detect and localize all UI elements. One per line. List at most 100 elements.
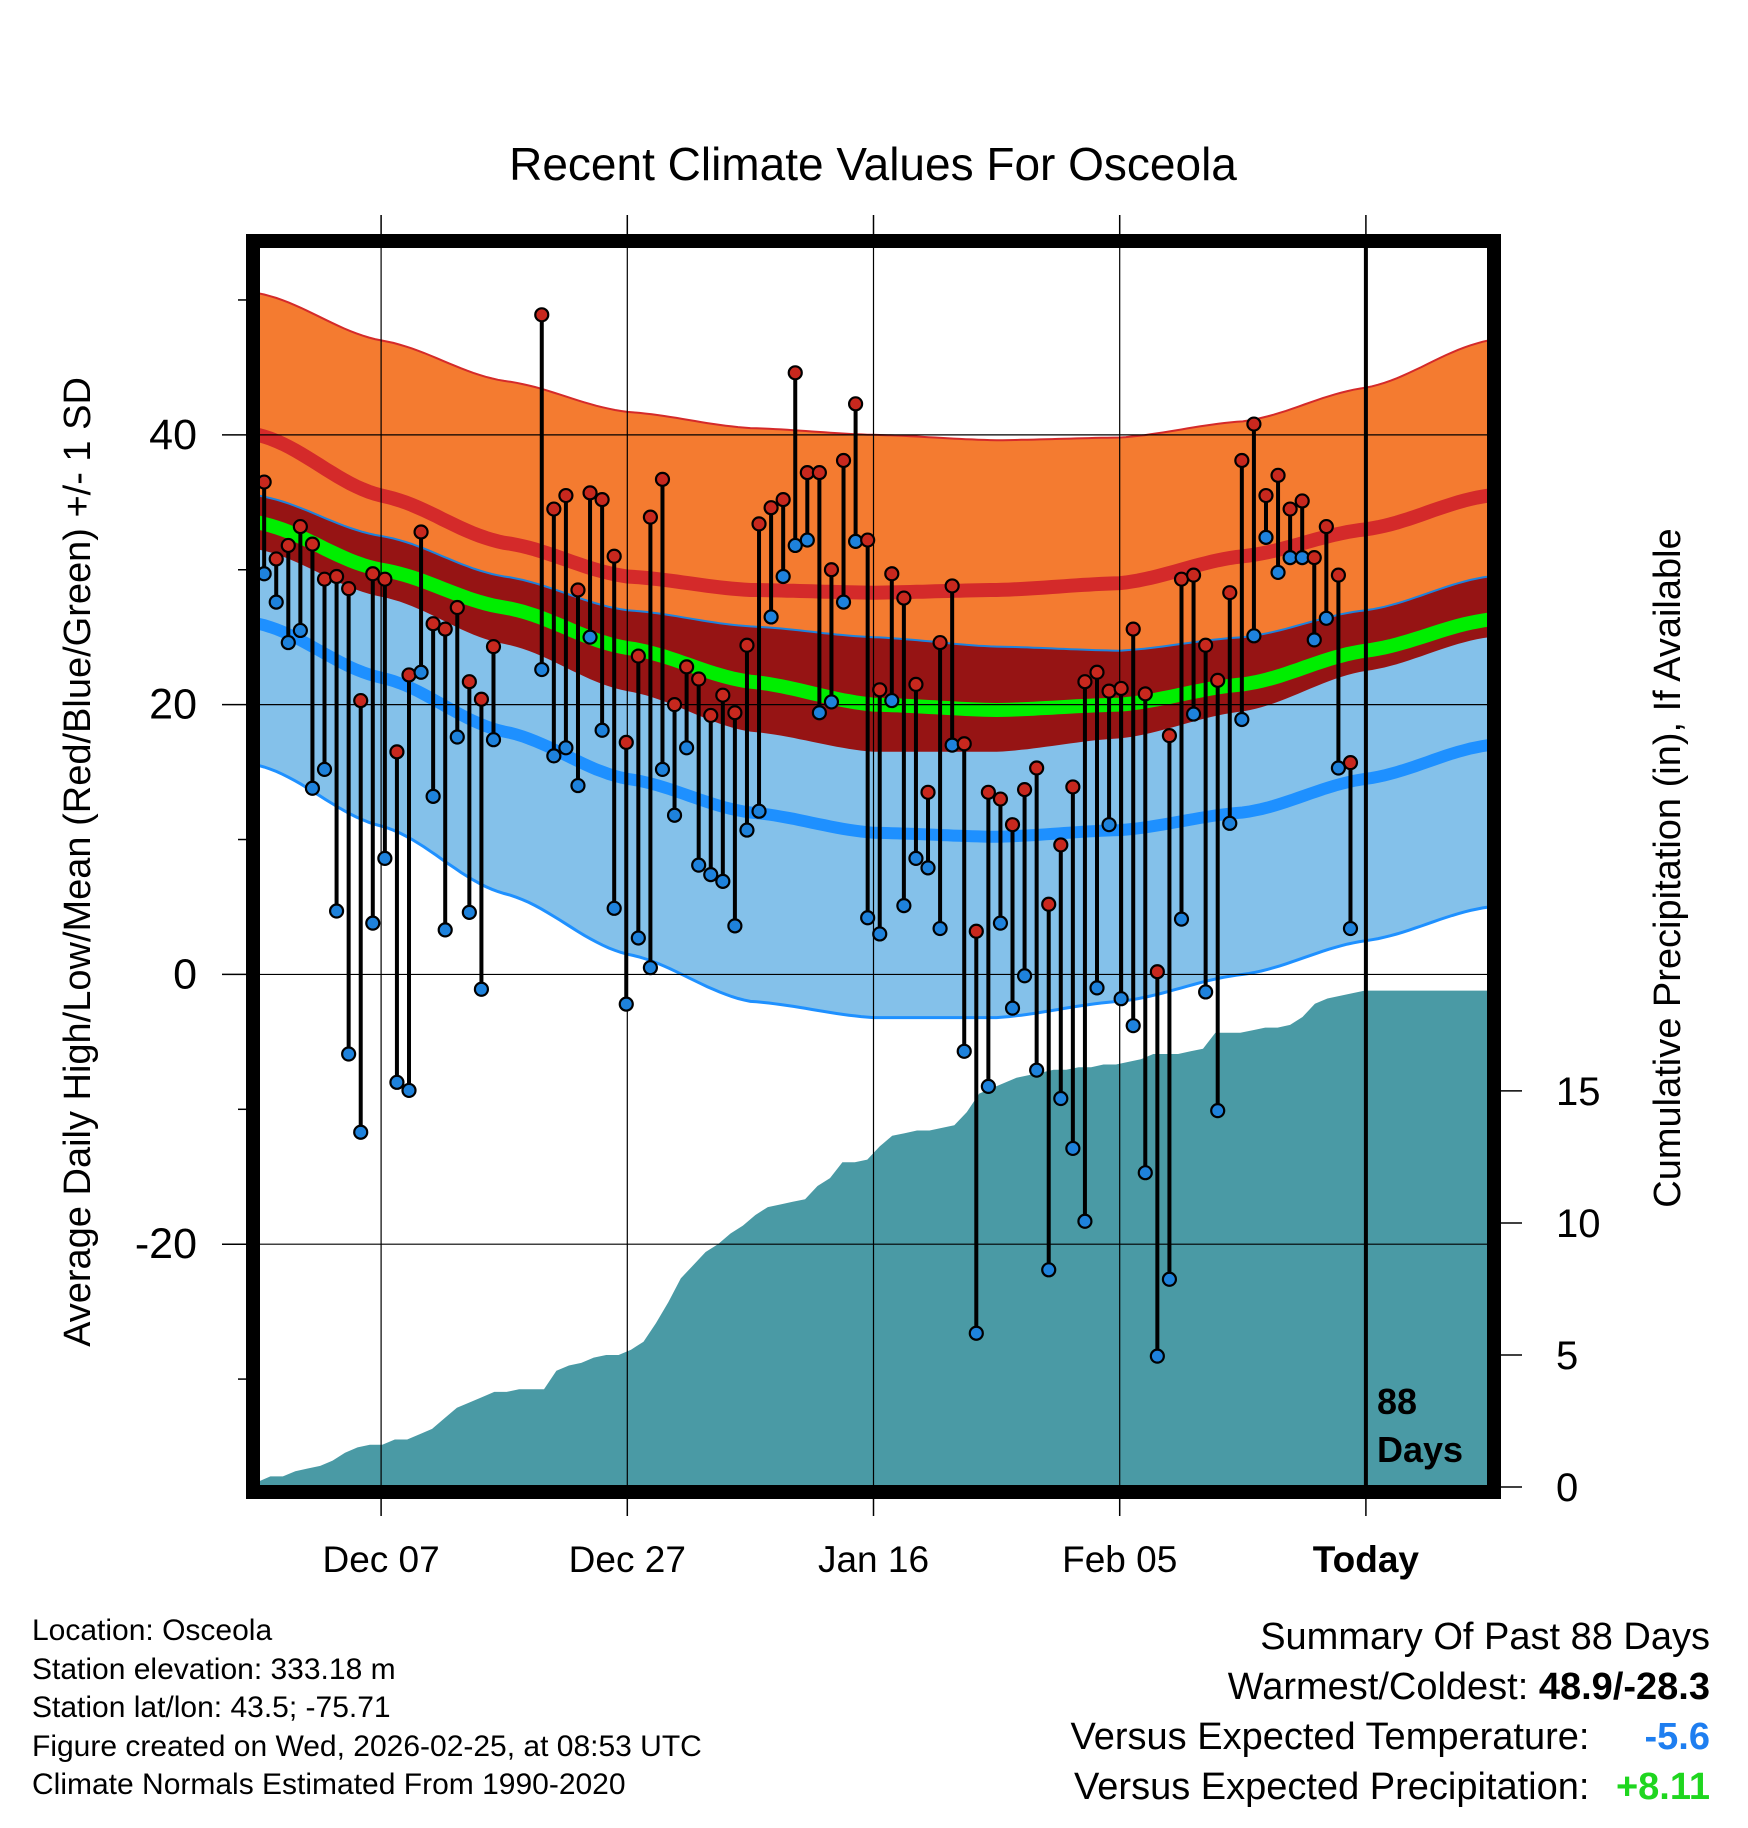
daily-high-dot [968, 923, 984, 939]
daily-low-dot [920, 860, 936, 876]
daily-low-dot [1318, 610, 1334, 626]
daily-high-dot [341, 581, 357, 597]
daily-low-dot [896, 898, 912, 914]
precip-row: Versus Expected Precipitation: +8.11 [1071, 1762, 1710, 1812]
daily-high-dot [413, 524, 429, 540]
daily-high-dot [956, 736, 972, 752]
elevation-text: Station elevation: 333.18 m [32, 1652, 396, 1686]
daily-low-dot [1089, 980, 1105, 996]
daily-high-dot [1004, 817, 1021, 833]
daily-high-dot [872, 682, 888, 698]
daily-low-dot [872, 926, 888, 942]
daily-high-dot [860, 532, 876, 548]
daily-low-dot [1173, 911, 1190, 927]
daily-high-dot [1318, 518, 1334, 535]
y-tick-label: 20 [149, 681, 197, 729]
daily-low-dot [437, 922, 453, 938]
daily-low-dot [1137, 1165, 1153, 1181]
x-tick-label: Dec 07 [322, 1539, 439, 1580]
daily-low-dot [847, 533, 864, 550]
daily-high-dot [1198, 637, 1214, 653]
precip-value: +8.11 [1615, 1766, 1710, 1808]
daily-high-dot [1125, 621, 1141, 637]
daily-high-dot [630, 648, 646, 664]
daily-low-dot [534, 661, 550, 678]
daily-high-dot [1210, 672, 1226, 688]
daily-high-dot [1258, 487, 1274, 504]
daily-high-dot [546, 501, 562, 517]
daily-high-dot [1137, 686, 1153, 702]
daily-high-dot [751, 516, 767, 532]
y-tick-label: 0 [173, 950, 197, 998]
daily-low-dot [1270, 564, 1286, 581]
x-tick-label: Dec 27 [569, 1539, 686, 1580]
daily-high-dot [1089, 664, 1105, 680]
daily-high-dot [1149, 964, 1165, 980]
daily-low-dot [1077, 1213, 1093, 1229]
daily-high-dot [1077, 674, 1093, 690]
daily-high-dot [1222, 585, 1238, 601]
x-tick-label: Jan 16 [818, 1539, 929, 1580]
daily-low-dot [304, 780, 321, 796]
daily-low-dot [860, 910, 876, 926]
daily-high-dot [896, 590, 912, 606]
warmest-row: Warmest/Coldest: 48.9/-28.3 [1071, 1662, 1710, 1712]
daily-low-dot [582, 629, 598, 645]
daily-low-dot [811, 705, 827, 721]
daily-low-dot [1053, 1090, 1069, 1107]
daily-low-dot [401, 1082, 417, 1099]
x-axis-label: Day [838, 1596, 908, 1600]
daily-low-dot [956, 1043, 972, 1059]
daily-low-dot [835, 594, 852, 610]
daily-high-dot [558, 487, 574, 504]
daily-high-dot [582, 485, 598, 501]
daily-high-dot [847, 396, 864, 412]
daily-stems [262, 314, 1353, 1357]
daily-low-dot [1234, 711, 1250, 728]
daily-low-dot [1258, 529, 1274, 545]
daily-high-dot [727, 705, 743, 721]
daily-low-dot [642, 960, 659, 976]
summary-panel: Summary Of Past 88 Days Warmest/Coldest:… [1071, 1612, 1710, 1812]
daily-low-dot [1185, 706, 1202, 722]
daily-low-dot [703, 866, 719, 883]
daily-high-dot [1041, 896, 1057, 912]
daily-high-dot [691, 671, 707, 687]
location-text: Location: Osceola [32, 1614, 273, 1647]
daily-low-dot [1330, 760, 1347, 776]
daily-low-dot [944, 737, 960, 753]
daily-high-dot [679, 659, 695, 675]
daily-low-dot [328, 903, 345, 919]
daily-high-dot [570, 582, 586, 598]
daily-high-dot [654, 471, 671, 487]
y2-tick-label: 15 [1556, 1070, 1601, 1114]
daily-high-dot [292, 518, 308, 535]
daily-low-dot [546, 748, 562, 764]
daily-high-dot [449, 599, 465, 616]
x-tick-label: Today [1313, 1539, 1420, 1580]
daily-high-dot [594, 491, 610, 508]
daily-low-dot [1342, 920, 1359, 937]
daily-high-dot [353, 692, 369, 709]
daily-low-dot [727, 918, 743, 934]
daily-high-dot [1330, 567, 1347, 583]
daily-low-dot [787, 537, 803, 554]
latlon-text: Station lat/lon: 43.5; -75.71 [32, 1691, 391, 1724]
daily-high-dot [606, 548, 622, 564]
chart-title: Recent Climate Values For Osceola [509, 138, 1237, 190]
daily-high-dot [401, 667, 417, 683]
daily-high-dot [908, 676, 924, 692]
daily-low-dot [365, 915, 381, 931]
daily-low-dot [377, 850, 393, 867]
daily-high-dot [1294, 493, 1310, 509]
daily-low-dot [1198, 984, 1214, 1000]
daily-high-dot [1113, 680, 1129, 697]
daily-high-dot [1282, 501, 1298, 517]
daily-high-dot [473, 691, 490, 707]
y2-axis-label: Cumulative Precipitation (in), If Availa… [1647, 528, 1689, 1207]
daily-high-dot [618, 734, 634, 751]
daily-low-dot [1041, 1262, 1057, 1278]
daily-low-dot [1246, 628, 1262, 644]
normals-text: Climate Normals Estimated From 1990-2020 [32, 1768, 626, 1801]
warmest-value: 48.9/-28.3 [1538, 1666, 1710, 1708]
